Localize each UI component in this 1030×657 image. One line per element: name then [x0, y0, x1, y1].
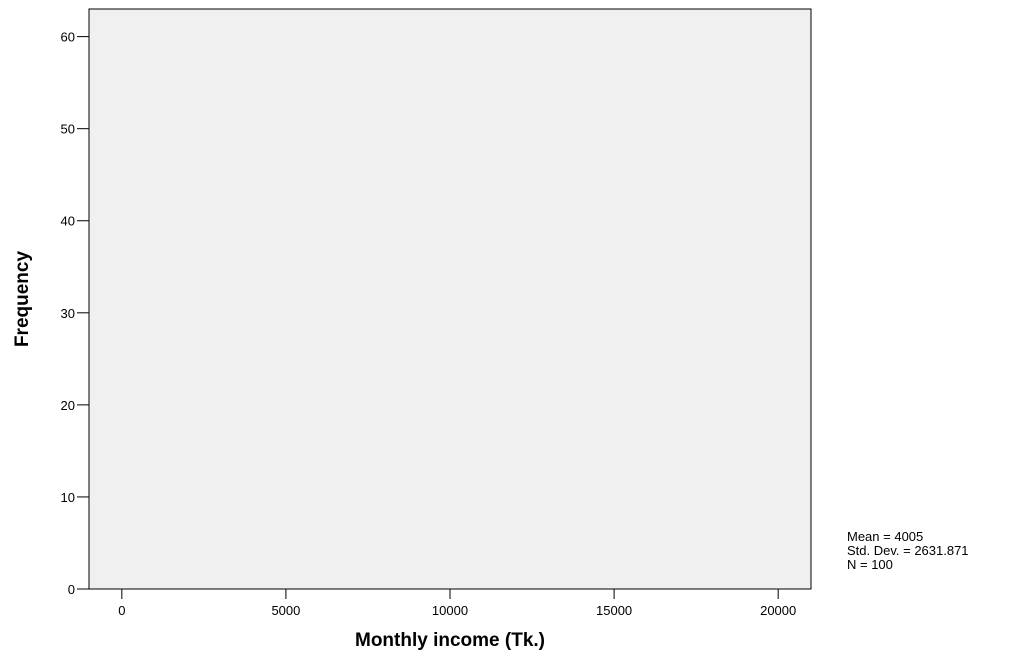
- plot-area: [88, 8, 812, 590]
- y-axis-label: Frequency: [12, 251, 33, 348]
- x-tick-label: 5000: [271, 603, 300, 618]
- y-tick-label: 50: [61, 122, 75, 137]
- x-tick-label: 20000: [760, 603, 796, 618]
- statistics-legend: Mean = 4005 Std. Dev. = 2631.871 N = 100: [847, 530, 969, 572]
- x-axis-label: Monthly income (Tk.): [355, 630, 545, 651]
- y-tick-label: 40: [61, 214, 75, 229]
- x-tick-label: 0: [118, 603, 125, 618]
- y-tick-label: 30: [61, 306, 75, 321]
- n-stat: N = 100: [847, 557, 893, 572]
- mean-stat: Mean = 4005: [847, 529, 924, 544]
- x-tick-label: 15000: [596, 603, 632, 618]
- x-tick-label: 10000: [432, 603, 468, 618]
- y-tick-label: 20: [61, 398, 75, 413]
- y-tick-label: 0: [68, 582, 75, 597]
- y-tick-label: 10: [61, 490, 75, 505]
- x-axis: 0 5000 10000 15000 20000: [118, 589, 796, 618]
- std-dev-stat: Std. Dev. = 2631.871: [847, 543, 969, 558]
- y-tick-label: 60: [61, 30, 75, 45]
- y-axis: 0 10 20 30 40 50 60: [61, 30, 89, 597]
